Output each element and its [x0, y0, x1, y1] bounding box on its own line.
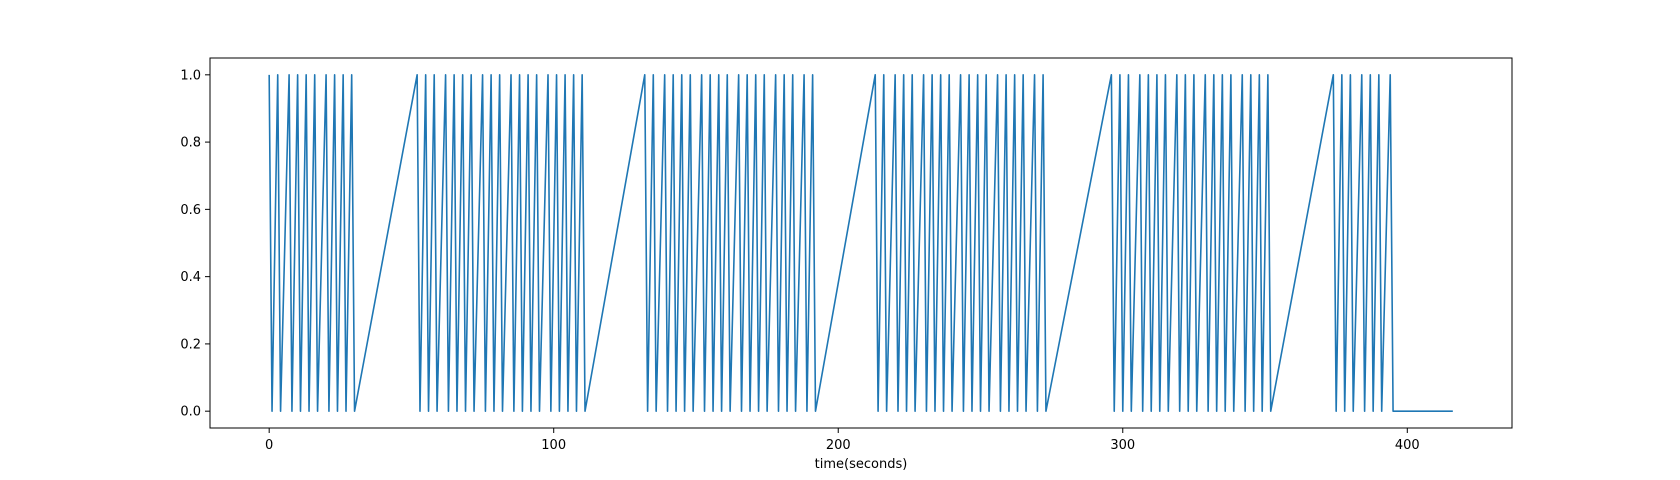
series-line	[268, 74, 1453, 412]
y-tick-label: 1.0	[180, 68, 201, 83]
y-tick-label: 0.4	[180, 270, 201, 285]
y-tick-label: 0.0	[180, 405, 201, 420]
plot-frame	[209, 57, 1513, 429]
y-tick-label: 0.8	[180, 136, 201, 151]
x-tick-label: 400	[1395, 438, 1420, 453]
plot-area	[210, 58, 1512, 428]
y-tick-label: 0.2	[180, 337, 201, 352]
x-tick-label: 300	[1110, 438, 1135, 453]
x-tick-label: 200	[826, 438, 851, 453]
y-tick-label: 0.6	[180, 203, 201, 218]
x-tick-label: 100	[541, 438, 566, 453]
x-axis: 0 100 200 300 400	[265, 428, 1420, 453]
x-axis-label: time(seconds)	[815, 457, 908, 472]
x-tick-label: 0	[265, 438, 273, 453]
y-axis: 0.0 0.2 0.4 0.6 0.8 1.0	[180, 68, 210, 420]
